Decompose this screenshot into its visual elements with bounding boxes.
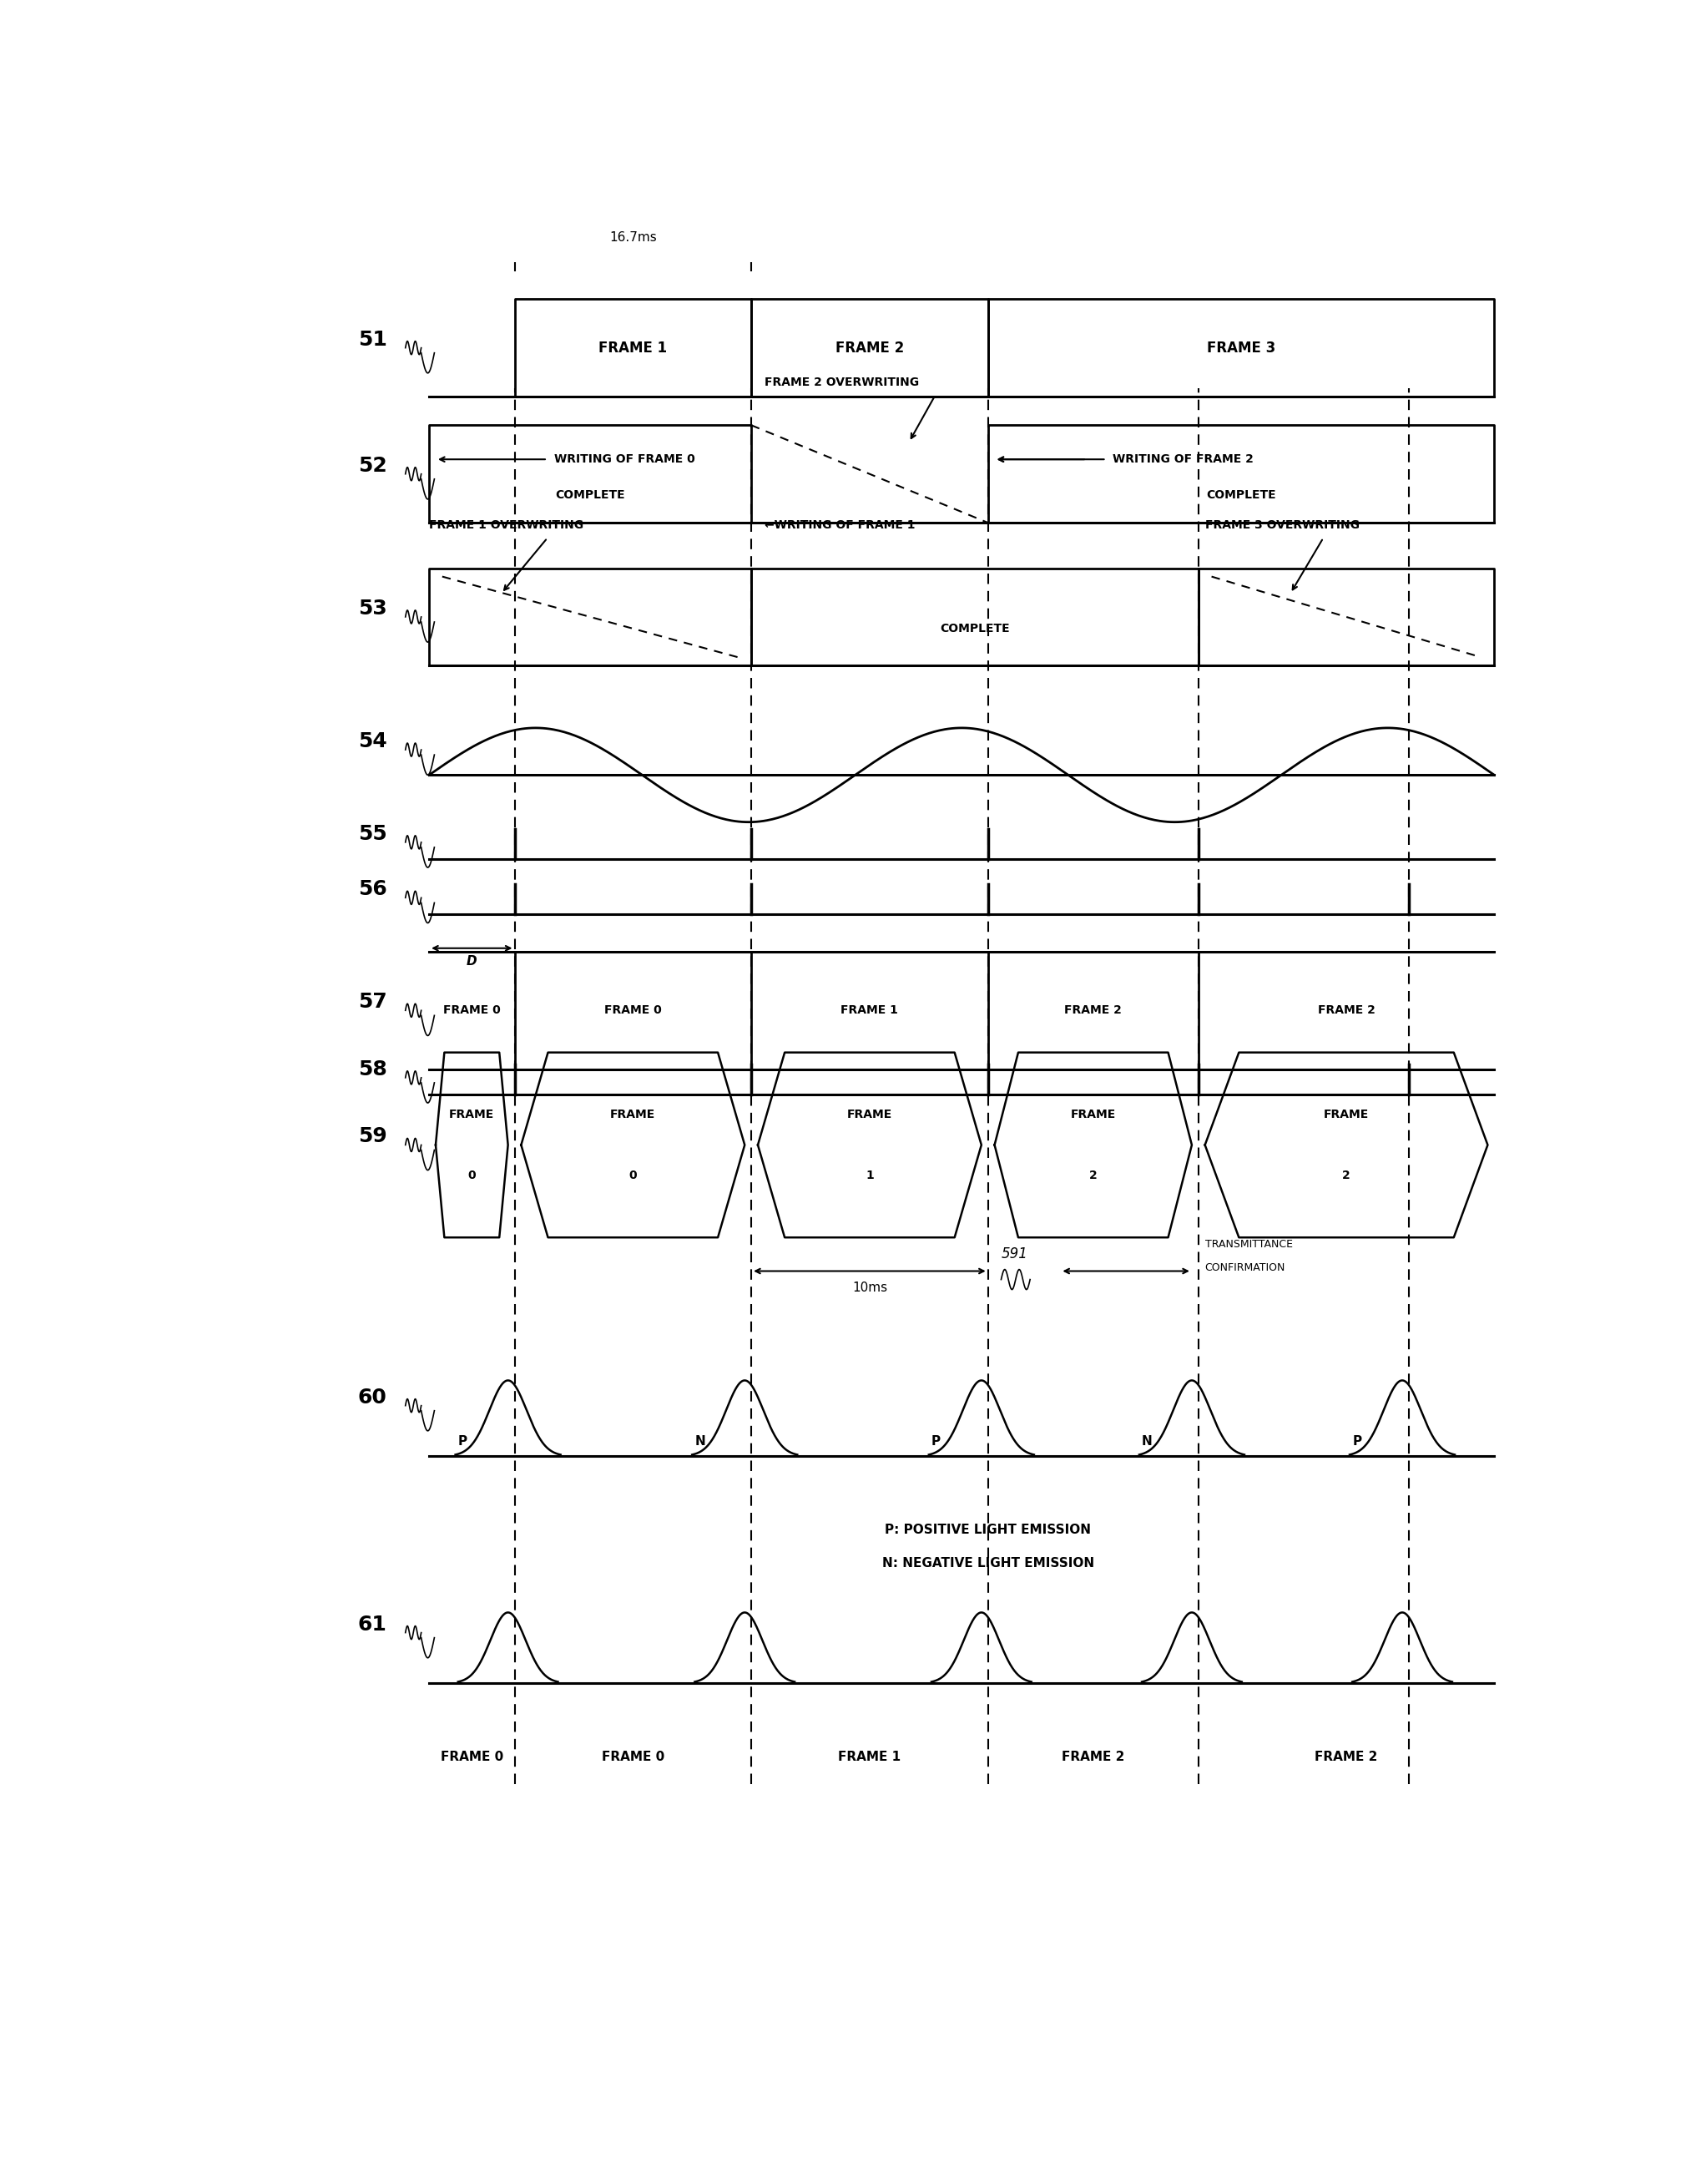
Text: N: N (1141, 1435, 1152, 1448)
Text: FRAME 2: FRAME 2 (1063, 1005, 1121, 1016)
Text: P: P (931, 1435, 940, 1448)
Text: FRAME 2: FRAME 2 (1316, 1005, 1374, 1016)
Text: FRAME 2: FRAME 2 (1314, 1749, 1377, 1762)
Text: FRAME 2: FRAME 2 (1062, 1749, 1124, 1762)
Text: CONFIRMATION: CONFIRMATION (1204, 1262, 1286, 1273)
Text: COMPLETE: COMPLETE (940, 622, 1009, 636)
Text: 591: 591 (1001, 1247, 1028, 1262)
Text: FRAME 0: FRAME 0 (443, 1005, 500, 1016)
Text: 51: 51 (358, 330, 387, 349)
Text: 2: 2 (1089, 1168, 1097, 1182)
Text: 59: 59 (358, 1127, 387, 1147)
Text: FRAME: FRAME (611, 1109, 655, 1120)
Text: 56: 56 (358, 880, 387, 900)
Text: 61: 61 (358, 1614, 387, 1634)
Text: 57: 57 (358, 992, 387, 1011)
Text: FRAME 0: FRAME 0 (604, 1005, 661, 1016)
Text: COMPLETE: COMPLETE (555, 489, 624, 502)
Text: 60: 60 (358, 1387, 387, 1406)
Text: 1: 1 (865, 1168, 873, 1182)
Text: FRAME 1: FRAME 1 (599, 341, 667, 356)
Text: FRAME 1: FRAME 1 (838, 1749, 901, 1762)
Text: P: P (1352, 1435, 1360, 1448)
Text: 0: 0 (468, 1168, 475, 1182)
Text: 10ms: 10ms (851, 1282, 887, 1293)
Text: FRAME 3: FRAME 3 (1206, 341, 1275, 356)
Text: 16.7ms: 16.7ms (609, 232, 656, 245)
Text: FRAME 1 OVERWRITING: FRAME 1 OVERWRITING (429, 520, 583, 531)
Text: FRAME: FRAME (449, 1109, 494, 1120)
Text: WRITING OF FRAME 2: WRITING OF FRAME 2 (1113, 454, 1253, 465)
Text: 55: 55 (358, 823, 387, 843)
Text: ←WRITING OF FRAME 1: ←WRITING OF FRAME 1 (763, 520, 914, 531)
Text: 2: 2 (1342, 1168, 1350, 1182)
Text: P: POSITIVE LIGHT EMISSION: P: POSITIVE LIGHT EMISSION (885, 1524, 1091, 1535)
Text: FRAME 0: FRAME 0 (441, 1749, 504, 1762)
Text: FRAME 2: FRAME 2 (834, 341, 904, 356)
Text: FRAME 2 OVERWRITING: FRAME 2 OVERWRITING (763, 376, 919, 389)
Text: 0: 0 (629, 1168, 636, 1182)
Text: N: N (694, 1435, 706, 1448)
Text: 58: 58 (358, 1059, 387, 1079)
Text: COMPLETE: COMPLETE (1206, 489, 1275, 502)
Text: 53: 53 (358, 598, 387, 618)
Text: TRANSMITTANCE: TRANSMITTANCE (1204, 1238, 1292, 1249)
Text: FRAME 0: FRAME 0 (600, 1749, 665, 1762)
Text: WRITING OF FRAME 0: WRITING OF FRAME 0 (555, 454, 695, 465)
Text: FRAME: FRAME (846, 1109, 892, 1120)
Text: FRAME 1: FRAME 1 (841, 1005, 897, 1016)
Text: P: P (458, 1435, 466, 1448)
Text: FRAME: FRAME (1323, 1109, 1369, 1120)
Text: N: NEGATIVE LIGHT EMISSION: N: NEGATIVE LIGHT EMISSION (882, 1557, 1094, 1570)
Text: 54: 54 (358, 732, 387, 751)
Text: FRAME 3 OVERWRITING: FRAME 3 OVERWRITING (1204, 520, 1358, 531)
Text: 52: 52 (358, 456, 387, 476)
Text: FRAME: FRAME (1070, 1109, 1116, 1120)
Text: D: D (466, 954, 477, 968)
